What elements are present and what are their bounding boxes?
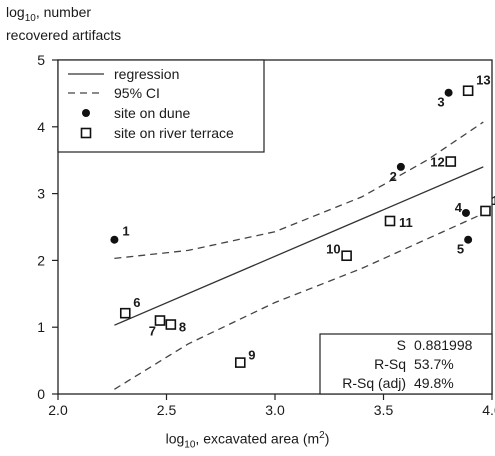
x-tick-label: 2.0 bbox=[48, 402, 68, 418]
y-tick-label: 4 bbox=[37, 119, 45, 135]
legend-entry: site on river terrace bbox=[114, 125, 234, 141]
point-label: 3 bbox=[437, 95, 444, 110]
dune-site-point bbox=[444, 88, 453, 97]
stat-value: 0.881998 bbox=[414, 337, 473, 353]
point-label: 6 bbox=[133, 295, 140, 310]
point-label: 11 bbox=[399, 215, 413, 230]
stat-label: R-Sq bbox=[374, 356, 406, 372]
point-label: 13 bbox=[476, 73, 490, 88]
y-tick-label: 1 bbox=[37, 319, 45, 335]
stat-value: 49.8% bbox=[414, 375, 454, 391]
x-tick-label: 4.0 bbox=[482, 402, 495, 418]
point-label: 5 bbox=[457, 242, 464, 257]
stats-box bbox=[319, 333, 493, 395]
point-label: 7 bbox=[149, 324, 156, 339]
x-tick-label: 3.5 bbox=[374, 402, 394, 418]
dune-site-point bbox=[461, 208, 470, 217]
point-label: 1 bbox=[122, 224, 129, 239]
river-terrace-site-point bbox=[384, 215, 396, 227]
legend-entry: 95% CI bbox=[114, 85, 160, 101]
x-tick-label: 3.0 bbox=[265, 402, 285, 418]
legend-terrace-marker bbox=[80, 127, 92, 139]
point-label: 8 bbox=[179, 320, 186, 335]
river-terrace-site-point bbox=[234, 357, 246, 368]
stat-value: 53.7% bbox=[414, 356, 454, 372]
x-axis-label: log10, excavated area (m2) bbox=[165, 430, 330, 451]
point-label: 12 bbox=[430, 155, 444, 170]
legend-entry: site on dune bbox=[114, 105, 190, 121]
y-tick-label: 5 bbox=[37, 52, 45, 68]
dune-site-point bbox=[396, 162, 405, 171]
river-terrace-site-point bbox=[462, 85, 474, 97]
legend-dune-marker bbox=[82, 109, 90, 117]
river-terrace-site-point bbox=[480, 205, 491, 217]
river-terrace-site-point bbox=[165, 319, 177, 330]
river-terrace-site-point bbox=[445, 156, 457, 167]
ci-lower-line bbox=[114, 213, 484, 390]
y-tick-label: 3 bbox=[37, 186, 45, 202]
regression-line bbox=[114, 166, 484, 326]
legend-box bbox=[57, 59, 265, 153]
point-label: 10 bbox=[326, 242, 340, 257]
river-terrace-site-point bbox=[341, 250, 352, 262]
legend-entry: regression bbox=[114, 66, 179, 82]
point-label: 9 bbox=[248, 348, 255, 363]
dune-site-point bbox=[110, 235, 119, 244]
point-label: 14 bbox=[491, 193, 495, 208]
river-terrace-site-point bbox=[119, 307, 131, 319]
y-axis-label: log10, number recovered artifacts bbox=[6, 4, 122, 43]
stat-label: R-Sq (adj) bbox=[342, 375, 406, 391]
point-label: 4 bbox=[455, 200, 463, 215]
stat-label: S bbox=[397, 337, 406, 353]
river-terrace-site-point bbox=[154, 315, 166, 326]
ci-upper-line bbox=[114, 121, 484, 260]
point-label: 2 bbox=[390, 169, 397, 184]
x-tick-label: 2.5 bbox=[157, 402, 177, 418]
y-tick-label: 0 bbox=[37, 386, 45, 402]
y-tick-label: 2 bbox=[37, 252, 45, 268]
dune-site-point bbox=[464, 235, 473, 244]
